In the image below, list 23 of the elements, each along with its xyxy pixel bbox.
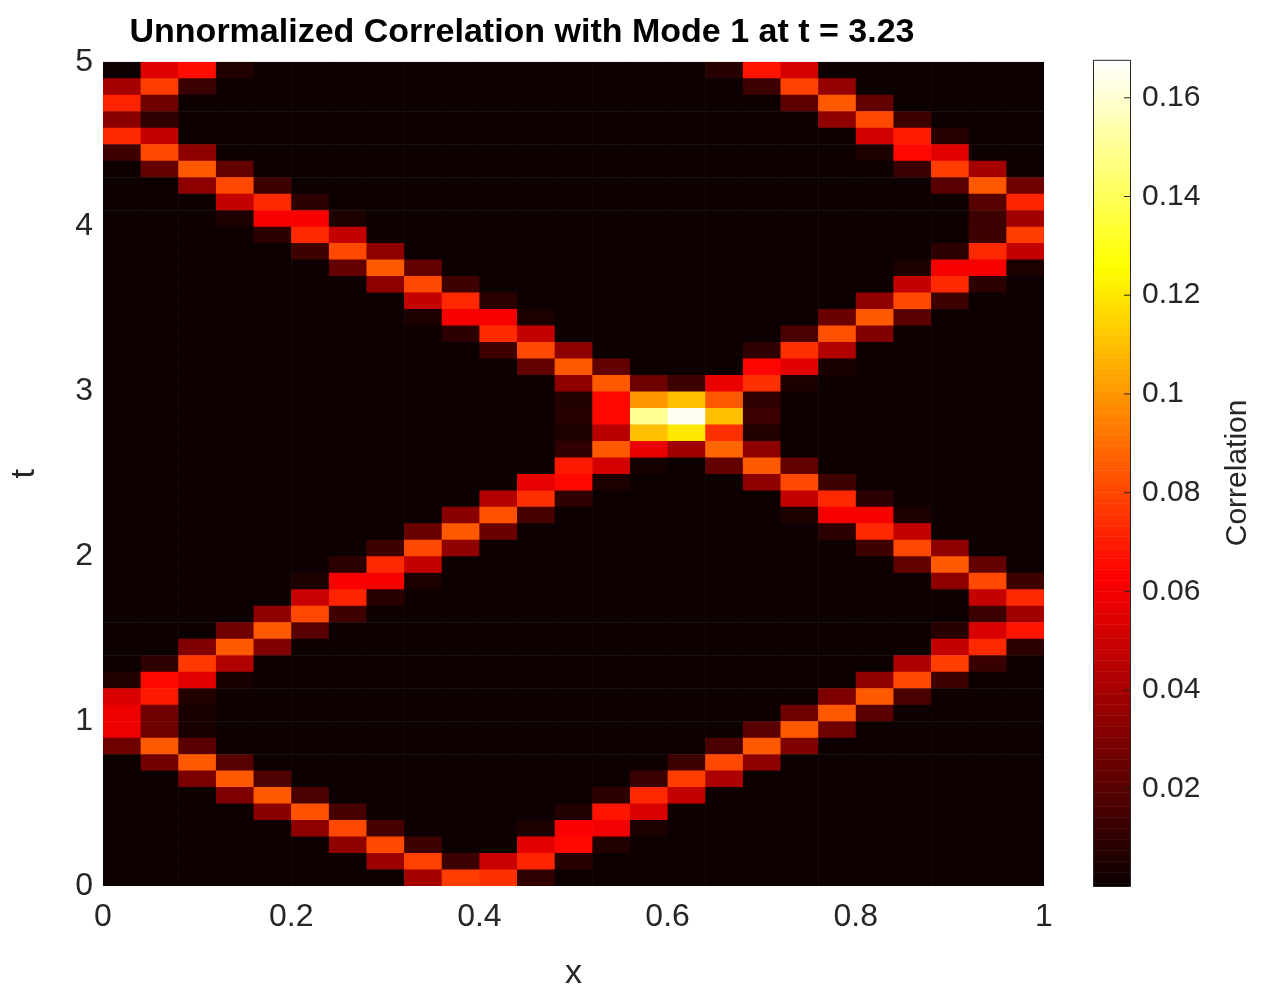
color-bar-label: 0.12 (1142, 276, 1201, 310)
y-tick-label: 3 (75, 371, 93, 408)
color-bar-label: 0.08 (1142, 473, 1201, 507)
x-tick-label: 0.8 (833, 897, 879, 934)
x-tick-label: 0.4 (457, 897, 502, 934)
color-bar-label: 0.06 (1142, 572, 1201, 606)
y-tick-label: 4 (75, 206, 93, 243)
color-bar-label: 0.04 (1142, 671, 1201, 705)
x-tick-label: 0.2 (268, 897, 314, 934)
x-axis-title: x (565, 951, 582, 990)
x-tick-label: 0.6 (645, 897, 690, 934)
x-tick-label: 1 (1035, 897, 1053, 934)
y-tick-label: 0 (75, 865, 93, 902)
chart-title: Unnormalized Correlation with Mode 1 at t = 3.23 (129, 10, 915, 49)
color-bar-title: Correlation (1219, 399, 1253, 547)
color-bar-label: 0.02 (1142, 770, 1201, 804)
color-bar-label: 0.1 (1142, 375, 1184, 409)
color-bar-label: 0.16 (1142, 79, 1201, 113)
y-tick-label: 1 (75, 700, 93, 737)
y-axis-title: t (2, 468, 41, 479)
color-bar-label: 0.14 (1142, 177, 1201, 211)
y-tick-label: 5 (75, 41, 93, 78)
y-tick-label: 2 (75, 536, 93, 573)
